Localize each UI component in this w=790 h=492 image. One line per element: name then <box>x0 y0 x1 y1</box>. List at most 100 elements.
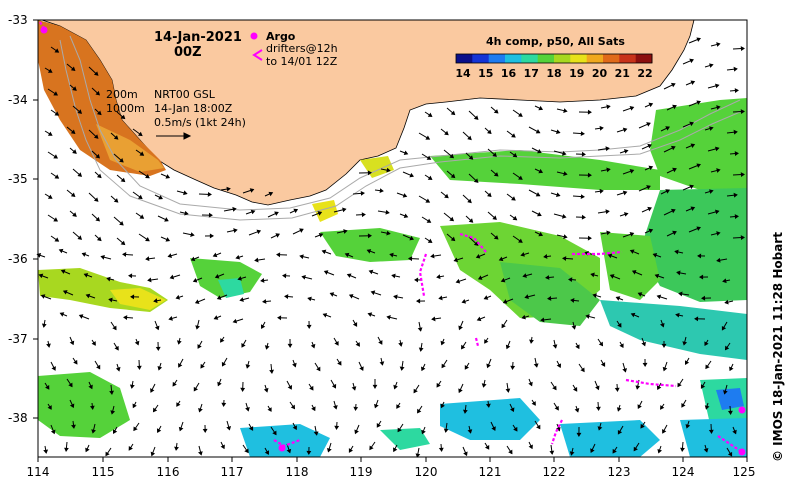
current-vector-head <box>689 58 694 64</box>
x-axis: 114 115 116 117 118 119 120 121 122 123 … <box>27 457 755 479</box>
current-vector-head <box>202 428 208 433</box>
current-vector-head <box>704 405 710 410</box>
current-vector-head <box>595 385 600 391</box>
current-vector-head <box>511 196 516 201</box>
current-vector-head <box>145 256 150 262</box>
current-vector-head <box>292 425 297 431</box>
colorbar-swatch <box>586 54 604 63</box>
current-vector-head <box>427 112 433 117</box>
current-vector-head <box>444 130 449 136</box>
current-vector-head <box>239 297 244 302</box>
current-vector-head <box>461 344 466 350</box>
sst-patch-teal-1 <box>218 278 244 298</box>
current-vector-head <box>622 368 628 373</box>
current-vector-head <box>145 174 150 179</box>
current-vector-head <box>704 341 709 347</box>
current-vector-head <box>440 340 446 346</box>
current-vector-head <box>635 385 641 390</box>
current-vector-head <box>417 408 422 414</box>
current-vector-head <box>393 294 398 300</box>
current-vector-head <box>62 290 68 295</box>
colorbar-ramp <box>456 54 653 63</box>
map-time: 00Z <box>174 45 202 60</box>
current-vector-head <box>714 209 720 215</box>
current-vector-head <box>606 104 611 110</box>
colorbar-tick-label: 17 <box>524 67 539 80</box>
current-vector-head <box>96 173 102 179</box>
current-vector-head <box>740 172 745 178</box>
current-vector-head <box>696 100 702 105</box>
current-vector-head <box>351 386 357 391</box>
current-vector-head <box>598 341 604 347</box>
current-vector-head <box>139 151 145 156</box>
current-vector-head <box>487 129 492 135</box>
current-vector-head <box>323 270 329 275</box>
current-vector-head <box>120 240 126 246</box>
current-vector-head <box>184 210 189 216</box>
current-vector-head <box>473 178 479 183</box>
current-vector-head <box>606 167 611 173</box>
nrt-time: 14-Jan 18:00Z <box>154 102 233 115</box>
current-vector-head <box>416 298 421 304</box>
current-vector-head <box>418 347 424 352</box>
current-vector-head <box>518 175 523 180</box>
current-vector-head <box>136 365 142 370</box>
current-vector-head <box>164 217 169 222</box>
current-vector-head <box>450 110 456 116</box>
current-vector-head <box>269 369 275 374</box>
current-vector-head <box>431 316 436 322</box>
current-vector-head <box>690 80 696 86</box>
current-vector-head <box>486 363 491 369</box>
current-vector-head <box>152 407 158 413</box>
sst-patch-cyan-1 <box>240 424 330 457</box>
current-vector-head <box>599 188 604 194</box>
current-vector-head <box>648 165 654 171</box>
current-vector-head <box>606 230 611 236</box>
current-vector-head <box>398 342 403 347</box>
current-vector-head <box>217 381 222 387</box>
current-vector-head <box>122 252 127 257</box>
current-vector-head <box>425 198 431 203</box>
sst-patch-yellow-2 <box>312 200 338 222</box>
current-vector-head <box>337 360 342 366</box>
current-vector-head <box>68 382 73 388</box>
current-vector-head <box>112 325 117 331</box>
current-vector-head <box>647 206 652 212</box>
current-vector-head <box>403 213 409 219</box>
current-vector-head <box>675 312 680 318</box>
colorbar-tick-label: 14 <box>455 67 471 80</box>
current-vector-head <box>556 363 562 369</box>
current-vector-head <box>316 366 321 372</box>
current-vector-head <box>477 275 483 280</box>
lat-tick-label: -38 <box>8 411 28 425</box>
current-vector-head <box>91 429 96 434</box>
sst-colorbar: 4h comp, p50, All Sats 14 15 16 17 18 19 20 21 2… <box>455 35 652 80</box>
current-vector-head <box>130 294 135 300</box>
current-vector-head <box>500 277 506 283</box>
current-vector-head <box>53 91 59 96</box>
lat-tick-label: -33 <box>8 13 28 27</box>
drifter-track <box>474 337 480 347</box>
current-vector-head <box>72 86 77 91</box>
current-vector-head <box>690 206 696 212</box>
current-vector-head <box>464 364 470 370</box>
current-vector-head <box>438 447 444 452</box>
current-vector-head <box>585 314 590 319</box>
current-vector-head <box>132 403 137 409</box>
current-vector-head <box>64 447 69 452</box>
current-vector-head <box>733 192 738 198</box>
colorbar-tick-label: 19 <box>569 67 584 80</box>
current-vector-head <box>599 125 604 131</box>
current-vector-head <box>467 135 472 141</box>
current-vector-head <box>348 448 354 453</box>
current-vector-head <box>600 362 606 367</box>
current-vector-head <box>605 146 610 152</box>
current-vector-head <box>318 232 324 238</box>
current-vector-head <box>659 322 665 328</box>
current-vector-head <box>637 404 642 409</box>
current-vector-head <box>724 299 729 305</box>
current-vector-head <box>254 257 259 263</box>
current-vector-head <box>721 325 727 331</box>
current-vector-head <box>245 406 250 412</box>
current-vector-head <box>292 362 297 368</box>
